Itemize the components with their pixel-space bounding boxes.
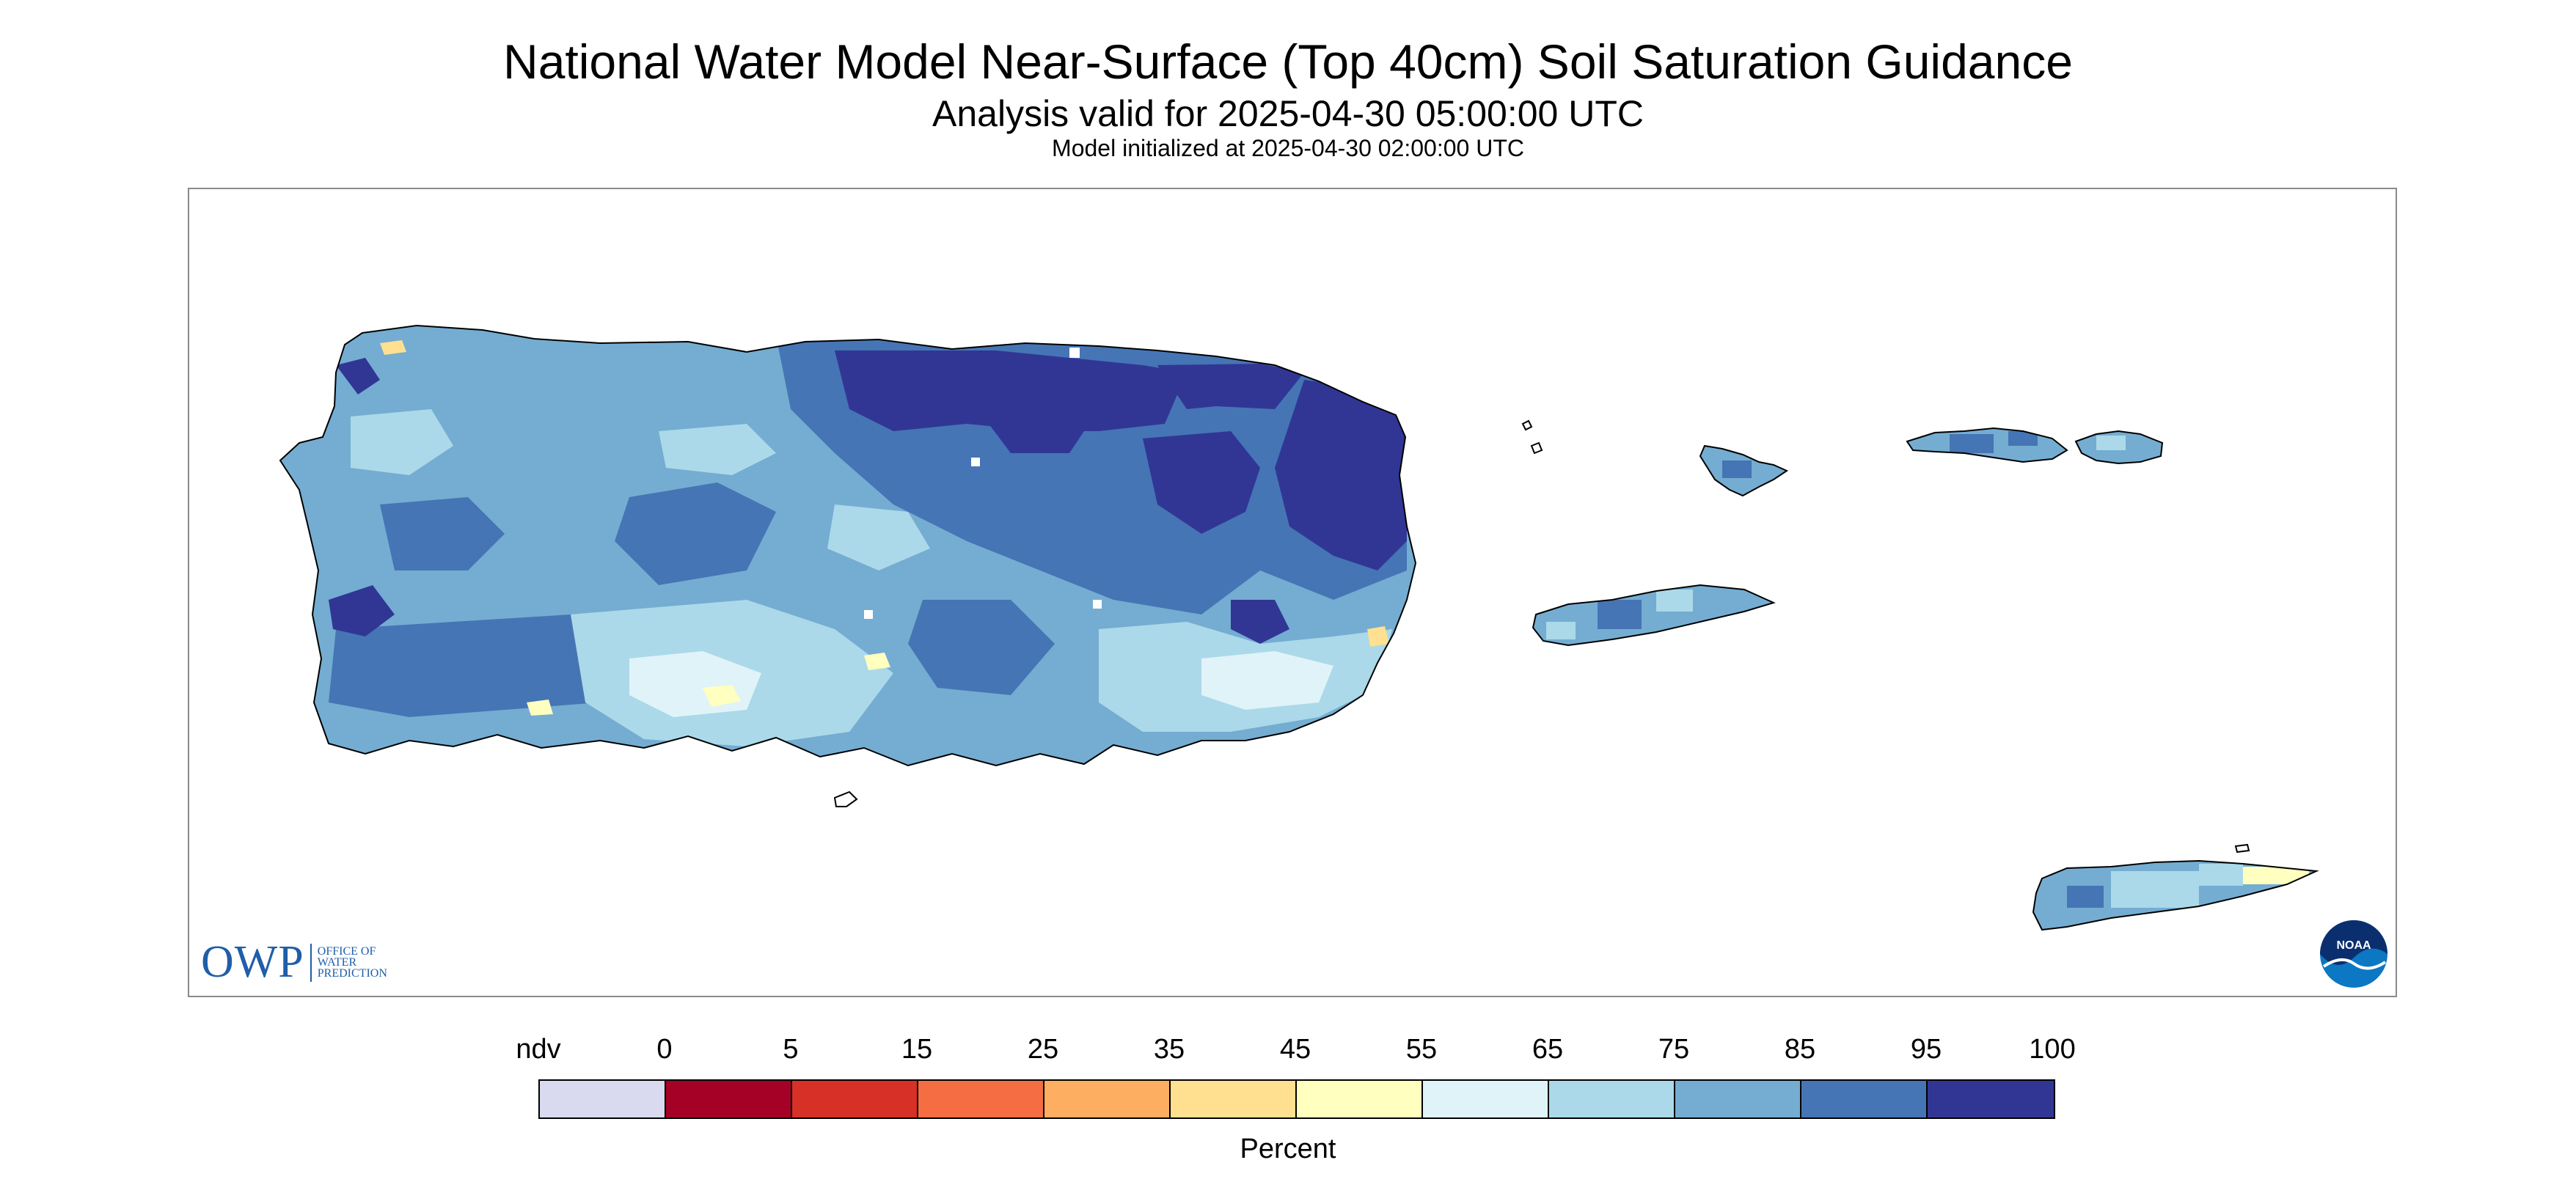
vieques-coastline: [1532, 584, 1776, 647]
colorbar-label: Percent: [1240, 1134, 1336, 1164]
colorbar-swatch: [1801, 1081, 1928, 1117]
map-panel: OWP OFFICE OF WATER PREDICTION NOAA: [188, 188, 2397, 997]
small-island-outline: [833, 790, 858, 807]
colorbar-tick-label: ndv: [516, 1034, 561, 1065]
colorbar-tick-label: 75: [1658, 1034, 1690, 1065]
colorbar-tick-label: 85: [1784, 1034, 1816, 1065]
colorbar-swatch: [1171, 1081, 1297, 1117]
colorbar-swatch: [1928, 1081, 2054, 1117]
noaa-emblem-icon: NOAA: [2320, 920, 2387, 988]
st-john-coastline: [2074, 430, 2164, 465]
colorbar-tick-label: 5: [783, 1034, 799, 1065]
colorbar-swatch: [1297, 1081, 1423, 1117]
st-thomas-saturation-field: [1907, 428, 2067, 462]
owp-logo: OWP OFFICE OF WATER PREDICTION: [201, 936, 387, 988]
map-subtitle: Analysis valid for 2025-04-30 05:00:00 U…: [932, 93, 1644, 134]
owp-letters: OWP: [201, 937, 304, 987]
colorbar-tick-label: 35: [1153, 1034, 1185, 1065]
colorbar-swatch: [1549, 1081, 1675, 1117]
model-init-text: Model initialized at 2025-04-30 02:00:00…: [1052, 135, 1524, 161]
owp-text: OFFICE OF WATER PREDICTION: [317, 945, 387, 980]
colorbar-tick-label: 55: [1405, 1034, 1438, 1065]
colorbar-tick-label: 25: [1027, 1034, 1059, 1065]
colorbar-tick-label: 45: [1279, 1034, 1311, 1065]
colorbar-tick-label: 0: [656, 1034, 673, 1065]
vieques-saturation-field: [1533, 585, 1774, 645]
map-title: National Water Model Near-Surface (Top 4…: [503, 34, 2073, 89]
colorbar-tick-label: 100: [2029, 1034, 2076, 1065]
colorbar: [538, 1079, 2055, 1119]
colorbar-tick-label: 95: [1910, 1034, 1942, 1065]
colorbar-swatch: [1675, 1081, 1801, 1117]
colorbar-tick-label: 15: [901, 1034, 933, 1065]
colorbar-swatch: [1044, 1081, 1171, 1117]
puerto-rico-saturation-field: [280, 326, 1416, 766]
culebra-coastline: [1699, 444, 1789, 497]
colorbar-swatch: [1423, 1081, 1549, 1117]
colorbar-swatch: [918, 1081, 1044, 1117]
svg-text:NOAA: NOAA: [2336, 939, 2371, 952]
colorbar-tick-label: 65: [1532, 1034, 1564, 1065]
colorbar-swatch: [792, 1081, 918, 1117]
owp-separator: [310, 943, 312, 982]
st-croix-coastline: [2032, 859, 2319, 931]
colorbar-swatch: [540, 1081, 666, 1117]
map-canvas: [279, 325, 2319, 931]
colorbar-swatch: [666, 1081, 792, 1117]
st-thomas-coastline: [1906, 427, 2068, 463]
